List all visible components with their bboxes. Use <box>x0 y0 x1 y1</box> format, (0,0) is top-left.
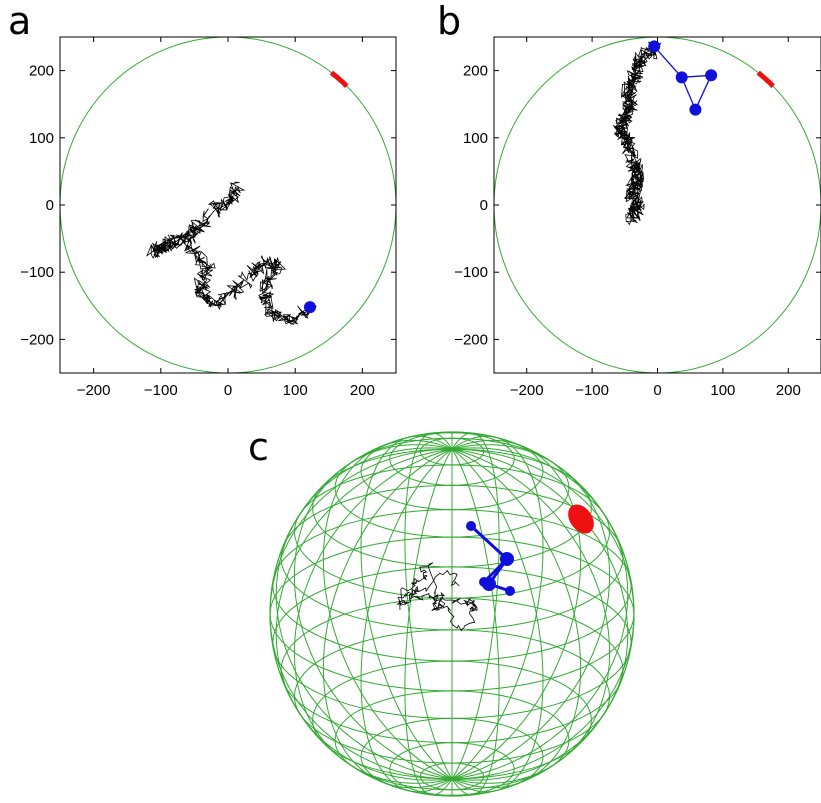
sphere-particle-1 <box>500 552 514 566</box>
sphere-longitude-5 <box>451 448 629 781</box>
x-tick-label-b-0: −200 <box>510 382 544 399</box>
panel-label-b: b <box>437 0 462 43</box>
particle-b-0 <box>648 40 661 53</box>
boundary-circle-b <box>493 36 821 374</box>
target-arc-a <box>329 70 349 89</box>
random-walk-b <box>612 41 662 226</box>
y-tick-label-a-0: −200 <box>20 331 54 348</box>
particle-link-b-0 <box>653 45 683 78</box>
particle-a-0 <box>303 301 316 314</box>
y-tick-label-a-1: −100 <box>20 264 54 281</box>
x-tick-label-a-4: 200 <box>350 382 375 399</box>
sphere-longitude-6 <box>451 448 635 780</box>
sphere-longitude-19 <box>275 448 453 781</box>
panel-label-a: a <box>8 0 32 43</box>
target-arc-b <box>756 70 775 88</box>
x-tick-label-a-1: −100 <box>144 382 178 399</box>
sphere-longitude-8 <box>451 444 611 780</box>
axes-box-b <box>493 36 821 374</box>
sphere-longitude-7 <box>451 447 629 780</box>
sphere-longitude-16 <box>293 444 453 780</box>
x-tick-label-b-4: 200 <box>776 382 801 399</box>
x-tick-label-b-2: 0 <box>653 382 661 399</box>
sphere-particle-0 <box>466 521 476 531</box>
x-tick-label-a-0: −200 <box>77 382 111 399</box>
y-tick-label-b-0: −200 <box>454 331 488 348</box>
sphere-particle-3 <box>505 586 515 596</box>
sphere-longitude-4 <box>451 448 611 784</box>
particle-b-1 <box>675 71 688 84</box>
random-walk-a <box>146 181 317 325</box>
sphere-particle-4 <box>479 577 489 587</box>
sphere-longitude-17 <box>275 447 453 780</box>
y-tick-label-b-1: −100 <box>454 264 488 281</box>
y-tick-label-b-2: 0 <box>480 197 488 214</box>
y-tick-label-a-4: 200 <box>29 63 54 80</box>
sphere-particle-link-0 <box>469 524 509 561</box>
particle-b-2 <box>705 69 718 82</box>
panel-label-c: c <box>248 425 269 469</box>
chart-panel-a: −200 −100 0 100 200 −200 −100 0 100 200 <box>20 36 397 399</box>
sphere-longitude-18 <box>269 448 453 780</box>
y-tick-label-b-3: 100 <box>463 130 488 147</box>
particle-link-b-2 <box>694 75 712 110</box>
y-tick-label-a-2: 0 <box>46 197 54 214</box>
chart-panel-c <box>269 431 635 797</box>
x-tick-label-a-2: 0 <box>224 382 232 399</box>
x-tick-label-b-1: −100 <box>575 382 609 399</box>
y-tick-label-b-4: 200 <box>463 63 488 80</box>
sphere-target-patch <box>568 504 594 534</box>
sphere-outline <box>269 431 635 797</box>
x-tick-label-b-3: 100 <box>710 382 735 399</box>
chart-panel-b: −200 −100 0 100 200 −200 −100 0 100 200 <box>454 36 821 399</box>
x-tick-label-a-3: 100 <box>283 382 308 399</box>
sphere-longitude-20 <box>293 448 453 784</box>
sphere-random-walk <box>396 562 478 632</box>
y-tick-label-a-3: 100 <box>29 130 54 147</box>
particle-b-3 <box>689 103 702 116</box>
